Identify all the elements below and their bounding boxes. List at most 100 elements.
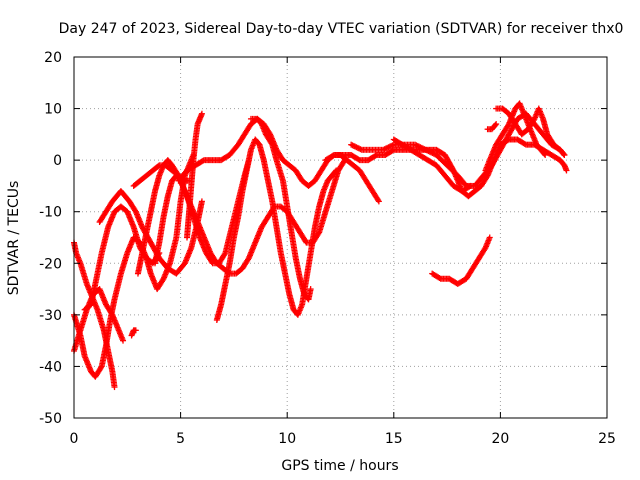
data-point xyxy=(441,172,456,188)
y-tick-label: 10 xyxy=(44,102,62,118)
data-point xyxy=(96,286,109,307)
data-point xyxy=(181,246,194,267)
data-point xyxy=(173,199,184,241)
data-point xyxy=(152,174,162,195)
data-point xyxy=(450,167,465,193)
data-point xyxy=(288,229,299,260)
data-point xyxy=(132,327,139,334)
y-tick-labels: -50 -40 -30 -20 -10 0 10 20 xyxy=(39,50,62,427)
data-point xyxy=(537,146,548,157)
data-point xyxy=(531,121,546,137)
data-point xyxy=(441,151,456,173)
data-point xyxy=(463,266,475,282)
series-track-u xyxy=(484,121,500,133)
data-point xyxy=(77,260,90,286)
data-point xyxy=(563,167,570,174)
data-point xyxy=(241,122,254,138)
data-point xyxy=(446,275,460,287)
data-point xyxy=(130,224,143,250)
data-point xyxy=(102,318,113,349)
data-point xyxy=(256,141,267,162)
data-point xyxy=(126,198,139,214)
y-tick-label: 20 xyxy=(44,50,62,66)
data-point xyxy=(92,251,105,287)
data-point xyxy=(265,177,275,203)
data-point xyxy=(98,344,109,370)
data-point xyxy=(356,157,370,164)
series-track-j xyxy=(183,110,205,241)
data-point xyxy=(433,162,448,178)
data-point xyxy=(459,188,471,199)
data-point xyxy=(369,188,382,204)
series-track-r xyxy=(429,234,493,287)
x-tick-labels: 0 5 10 15 20 25 xyxy=(70,431,616,447)
data-point xyxy=(81,353,94,374)
data-point xyxy=(143,210,154,236)
data-point xyxy=(277,249,288,276)
data-point xyxy=(128,328,137,339)
data-point xyxy=(124,235,137,256)
data-point xyxy=(105,347,116,374)
data-point xyxy=(92,364,104,380)
data-point xyxy=(307,286,314,293)
data-point xyxy=(260,121,273,137)
data-point xyxy=(279,177,290,209)
data-point xyxy=(218,282,229,308)
data-point xyxy=(476,246,488,262)
y-tick-label: -50 xyxy=(39,411,62,427)
y-tick-label: -10 xyxy=(39,205,62,221)
data-point xyxy=(488,122,499,133)
x-tick-label: 25 xyxy=(598,431,616,447)
data-point xyxy=(71,239,79,255)
data-point xyxy=(245,241,258,262)
data-point xyxy=(120,337,127,344)
y-tick-label: -40 xyxy=(39,359,62,375)
data-point xyxy=(365,152,379,164)
data-points xyxy=(71,100,570,391)
data-point xyxy=(514,136,528,147)
data-point xyxy=(117,251,130,277)
data-point xyxy=(109,368,118,389)
data-point xyxy=(190,138,199,164)
data-point xyxy=(192,122,201,143)
data-point xyxy=(111,272,124,303)
data-point xyxy=(486,234,493,241)
data-point xyxy=(73,249,83,265)
data-point xyxy=(399,141,413,153)
data-point xyxy=(164,179,175,200)
data-point xyxy=(160,194,171,220)
data-point xyxy=(316,189,327,210)
data-point xyxy=(258,215,271,231)
data-point xyxy=(252,136,262,147)
series-track-d xyxy=(81,203,163,313)
data-point xyxy=(282,270,293,296)
data-point xyxy=(561,151,568,158)
data-point xyxy=(292,255,303,281)
data-point xyxy=(540,115,550,136)
y-tick-label: -20 xyxy=(39,256,62,272)
data-point xyxy=(137,173,149,184)
chart-title: Day 247 of 2023, Sidereal Day-to-day VTE… xyxy=(59,21,624,37)
data-point xyxy=(77,308,90,334)
data-point xyxy=(273,157,286,183)
data-point xyxy=(215,251,228,267)
grid xyxy=(74,57,607,418)
data-point xyxy=(230,215,241,241)
data-point xyxy=(156,215,167,246)
data-point xyxy=(98,225,111,256)
series-track-q xyxy=(390,136,570,200)
y-tick-label: 0 xyxy=(53,153,62,169)
x-tick-label: 20 xyxy=(491,431,509,447)
data-point xyxy=(235,132,247,148)
x-tick-label: 10 xyxy=(278,431,296,447)
data-point xyxy=(277,203,290,214)
data-point xyxy=(94,306,107,332)
x-axis-label: GPS time / hours xyxy=(281,458,398,474)
series-track-f xyxy=(128,327,139,339)
x-tick-label: 15 xyxy=(385,431,403,447)
data-point xyxy=(196,234,209,255)
data-point xyxy=(375,198,382,205)
series-track-m xyxy=(220,157,348,277)
axis-ticks xyxy=(73,56,608,419)
